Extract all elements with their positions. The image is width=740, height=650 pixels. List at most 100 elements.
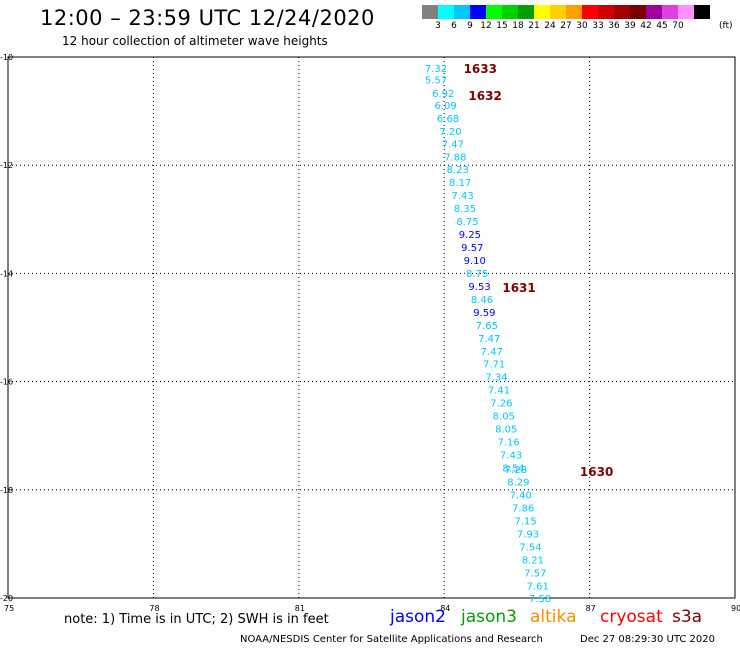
wave-height-label: 7.86	[512, 504, 534, 515]
wave-height-label: 7.28	[505, 465, 527, 476]
wave-height-label: 8.46	[471, 295, 493, 306]
wave-height-label: 7.88	[444, 153, 466, 164]
wave-height-label: 7.34	[485, 373, 507, 384]
y-tick-label: -14	[0, 269, 13, 278]
legend-label: 6	[451, 21, 457, 31]
timestamp: Dec 27 08:29:30 UTC 2020	[580, 634, 715, 645]
legend-label: 70	[672, 21, 684, 31]
legend-label: 18	[512, 21, 524, 31]
wave-height-label: 7.54	[519, 543, 541, 554]
wave-height-label: 6.68	[437, 114, 459, 125]
x-tick-label: 87	[586, 604, 596, 613]
wave-height-label: 8.05	[493, 412, 515, 423]
wave-height-label: 7.71	[483, 360, 505, 371]
wave-height-label: 8.05	[495, 425, 517, 436]
wave-height-label: 7.58	[529, 594, 551, 605]
map-title: 12:00 – 23:59 UTC 12/24/2020	[40, 6, 375, 30]
pass-time-label: 1630	[580, 465, 613, 479]
grid-lines	[8, 57, 735, 598]
wave-height-label: 7.47	[442, 140, 464, 151]
satellite-altika: altika	[530, 607, 577, 627]
satellite-jason3: jason3	[461, 607, 517, 627]
legend-label: 3	[435, 21, 441, 31]
x-tick-labels: 75 78 81 84 87 90	[4, 604, 740, 613]
color-legend	[422, 5, 710, 19]
satellite-s3a: s3a	[672, 607, 703, 627]
wave-height-label: 7.47	[478, 334, 500, 345]
map-subtitle: 12 hour collection of altimeter wave hei…	[62, 34, 328, 48]
wave-height-label: 6.09	[435, 101, 457, 112]
legend-swatch	[438, 5, 454, 19]
time-labels: 1633 1632 1631 1630	[464, 62, 614, 479]
legend-label: 30	[576, 21, 588, 31]
wave-height-label: 5.57	[425, 76, 447, 87]
wave-height-label: 7.26	[490, 399, 512, 410]
y-tick-label: -20	[0, 594, 13, 603]
wave-height-label: 9.10	[464, 256, 486, 267]
credit-line: NOAA/NESDIS Center for Satellite Applica…	[240, 634, 543, 645]
satellite-jason2: jason2	[390, 607, 446, 627]
wave-height-label: 7.93	[517, 530, 539, 541]
legend-swatch	[630, 5, 646, 19]
y-tick-label: -12	[0, 161, 13, 170]
wave-height-label: 8.21	[522, 556, 544, 567]
legend-swatch	[598, 5, 614, 19]
wave-height-label: 7.16	[498, 438, 520, 449]
legend-swatch	[502, 5, 518, 19]
wave-height-label: 7.32	[425, 64, 447, 75]
pass-time-label: 1633	[464, 62, 497, 76]
map-frame	[7, 56, 736, 599]
y-tick-label: -10	[0, 53, 13, 62]
x-tick-label: 90	[731, 604, 740, 613]
legend-label: 15	[496, 21, 508, 31]
wave-height-label: 8.23	[447, 165, 469, 176]
wave-height-label: 9.25	[459, 230, 481, 241]
legend-label: 24	[544, 21, 556, 31]
legend-swatch	[470, 5, 486, 19]
wave-height-label: 6.92	[432, 89, 454, 100]
wave-height-label: 7.43	[451, 191, 473, 202]
x-tick-label: 75	[4, 604, 14, 613]
legend-swatch	[678, 5, 694, 19]
wave-height-label: 8.54	[502, 464, 524, 475]
legend-swatch	[422, 5, 438, 19]
legend-swatch	[454, 5, 470, 19]
legend-swatch	[646, 5, 662, 19]
legend-label: 42	[640, 21, 652, 31]
legend-swatch	[518, 5, 534, 19]
wave-height-label: 8.17	[449, 178, 471, 189]
wave-height-label: 7.47	[481, 347, 503, 358]
pass-time-label: 1631	[502, 281, 535, 295]
legend-label: 45	[656, 21, 668, 31]
wave-height-label: 9.53	[468, 282, 490, 293]
legend-swatch	[486, 5, 502, 19]
legend-label: 27	[560, 21, 572, 31]
wave-height-label: 7.61	[527, 582, 549, 593]
wave-height-label: 7.15	[514, 517, 536, 528]
legend-label: 12	[480, 21, 492, 31]
wave-height-label: 8.29	[507, 478, 529, 489]
legend-label: 9	[467, 21, 473, 31]
legend-label: 33	[592, 21, 604, 31]
wave-height-label: 7.41	[488, 386, 510, 397]
y-tick-label: -18	[0, 486, 13, 495]
legend-swatch	[582, 5, 598, 19]
observations: 7.325.57 6.926.09 6.68 7.20 7.47 7.888.23 8.17…	[425, 64, 551, 605]
x-tick-label: 81	[295, 604, 305, 613]
legend-label: 39	[624, 21, 636, 31]
x-tick-label: 78	[149, 604, 159, 613]
wave-height-label: 8.75	[456, 217, 478, 228]
legend-swatch	[534, 5, 550, 19]
legend-swatch	[694, 5, 710, 19]
legend-swatch	[614, 5, 630, 19]
wave-height-label: 9.57	[461, 243, 483, 254]
legend-swatch	[566, 5, 582, 19]
footer-note: note: 1) Time is in UTC; 2) SWH is in fe…	[64, 612, 329, 627]
legend-swatch	[550, 5, 566, 19]
pass-time-label: 1632	[468, 89, 501, 103]
wave-height-label: 7.43	[500, 451, 522, 462]
wave-height-label: 8.35	[454, 204, 476, 215]
y-tick-labels: -10 -12 -14 -16 -18 -20	[0, 53, 13, 603]
wave-height-label: 7.20	[439, 127, 461, 138]
